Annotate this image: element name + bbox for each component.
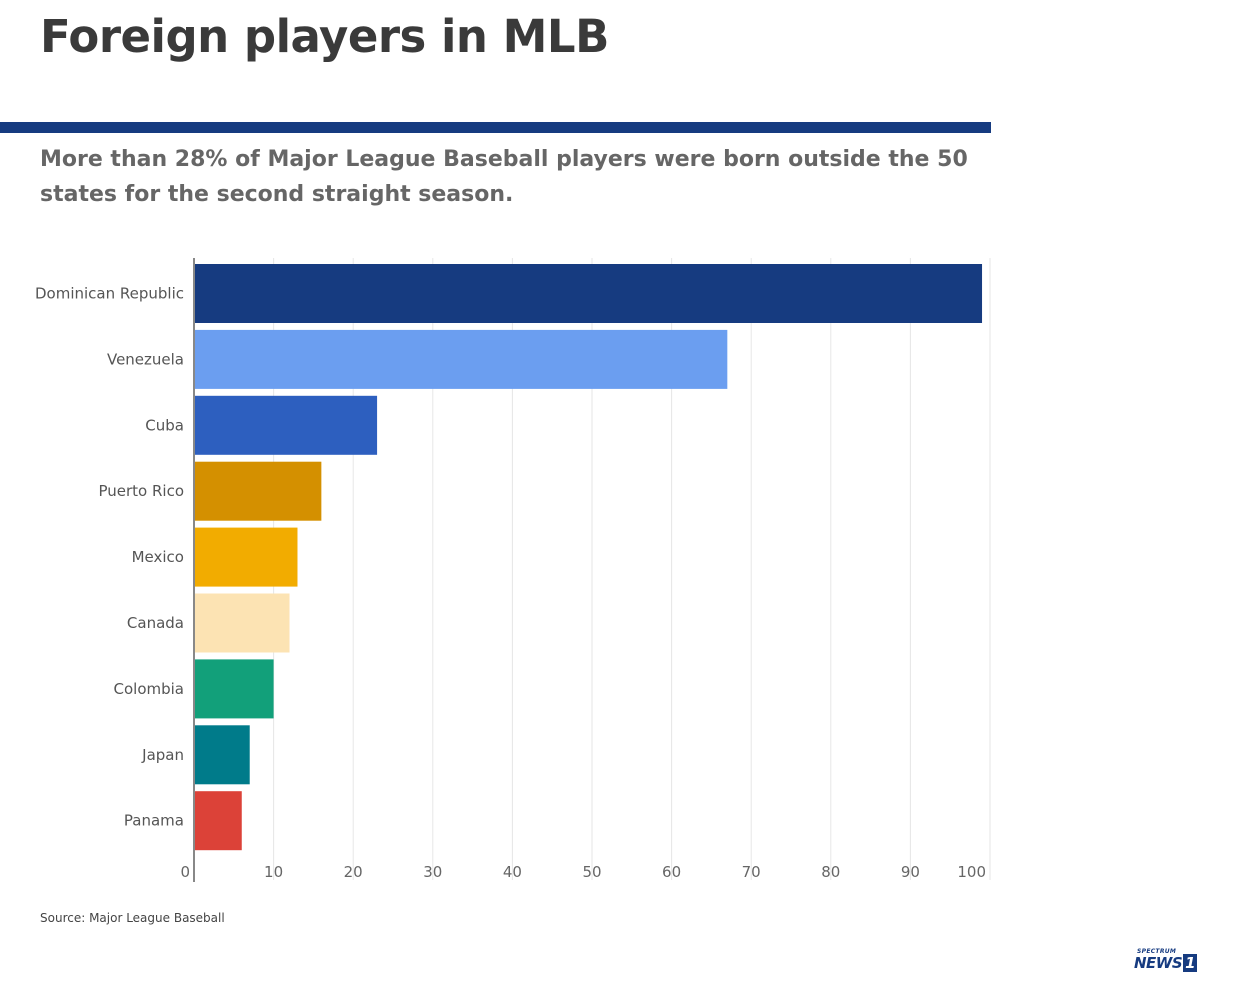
bar-chart: 0 10 20 30 40 50 60 70 80 90 100 Dominican Republic… — [35, 258, 991, 882]
category-label: Venezuela — [107, 350, 184, 368]
logo-news-word: NEWS — [1134, 954, 1183, 972]
title-rule — [0, 122, 991, 133]
x-tick-label: 80 — [821, 863, 840, 881]
logo-spectrum-text: SPECTRUM — [1137, 948, 1177, 955]
x-tick-label: 70 — [742, 863, 761, 881]
source-note: Source: Major League Baseball — [40, 911, 225, 925]
x-tick-label: 90 — [901, 863, 920, 881]
bar — [194, 395, 378, 455]
category-label: Dominican Republic — [35, 285, 184, 303]
logo-news-text: NEWS 1 — [1134, 954, 1198, 972]
bar — [194, 593, 290, 653]
x-tick-label: 60 — [662, 863, 681, 881]
bars — [194, 264, 983, 851]
chart-title: Foreign players in MLB — [40, 10, 609, 63]
x-tick-label: 10 — [264, 863, 283, 881]
bar — [194, 527, 298, 587]
x-tick-label: 20 — [344, 863, 363, 881]
category-label: Panama — [124, 812, 184, 830]
x-tick-label: 100 — [957, 863, 986, 881]
x-tick-label: 40 — [503, 863, 522, 881]
chart-subtitle: More than 28% of Major League Baseball p… — [40, 147, 968, 207]
category-label: Cuba — [145, 416, 184, 434]
category-label: Mexico — [132, 548, 184, 566]
category-label: Canada — [127, 614, 184, 632]
bar — [194, 461, 322, 521]
bar — [194, 264, 983, 323]
category-label: Colombia — [114, 680, 185, 698]
x-tick-label: 50 — [582, 863, 601, 881]
category-label: Puerto Rico — [98, 482, 184, 500]
x-tick-label: 0 — [180, 863, 190, 881]
spectrum-news-logo: SPECTRUM NEWS 1 — [1134, 948, 1206, 976]
bar — [194, 725, 250, 785]
axes: 0 10 20 30 40 50 60 70 80 90 100 Dominican Republic… — [35, 258, 986, 882]
logo-number-box: 1 — [1183, 954, 1198, 972]
category-label: Japan — [141, 746, 184, 764]
bar — [194, 329, 728, 389]
bar — [194, 791, 242, 851]
bar — [194, 659, 274, 719]
x-tick-label: 30 — [423, 863, 442, 881]
